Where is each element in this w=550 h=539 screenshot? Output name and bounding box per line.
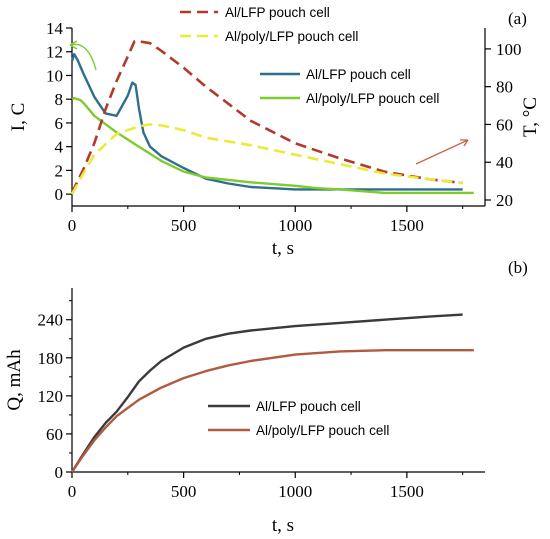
y2-tick-label: 20 xyxy=(496,191,513,210)
y-tick-label: 120 xyxy=(38,387,64,406)
x-tick-label: 0 xyxy=(68,482,77,501)
x-tick-label: 1000 xyxy=(278,216,312,235)
y-tick-label: 0 xyxy=(55,185,64,204)
legend-label-0: Al/LFP pouch cell xyxy=(306,67,411,82)
series-line-1 xyxy=(71,349,474,473)
panel-a-chart: 0 500 1000 1500 0 2 4 6 8 10 12 14 20 40 60 80 100 t, s I,… xyxy=(8,5,541,259)
y2-axis-label: T, °C xyxy=(520,97,541,137)
series-line-0 xyxy=(70,52,463,191)
legend-label-2: Al/LFP pouch cell xyxy=(225,5,330,20)
x-tick-label: 500 xyxy=(171,216,197,235)
y-tick-label: 12 xyxy=(46,43,63,62)
y-tick-label: 6 xyxy=(55,114,64,133)
x-tick-label: 1000 xyxy=(278,482,312,501)
panel-b-chart: 0 500 1000 1500 0 60 120 180 240 t, s Q, mAh (b) Al/… xyxy=(4,258,528,536)
x-axis-label: t, s xyxy=(272,238,294,259)
y2-tick-label: 80 xyxy=(496,78,513,97)
series-line-1 xyxy=(71,96,474,195)
x-tick-label: 500 xyxy=(171,482,197,501)
right-arrowhead xyxy=(460,139,469,147)
y2-tick-label: 40 xyxy=(496,153,513,172)
left-arrowhead xyxy=(69,40,78,50)
legend-label-1: Al/poly/LFP pouch cell xyxy=(306,91,439,106)
y-tick-label: 14 xyxy=(46,19,64,38)
y-tick-label: 180 xyxy=(38,349,64,368)
y-tick-label: 2 xyxy=(55,161,64,180)
right-pointing-arrow xyxy=(415,139,469,165)
y-tick-label: 4 xyxy=(55,138,64,157)
y-tick-label: 8 xyxy=(55,90,64,109)
x-axis-label: t, s xyxy=(272,515,294,536)
legend-label-1: Al/poly/LFP pouch cell xyxy=(256,423,389,438)
y-tick-label: 0 xyxy=(55,463,64,482)
panel-label: (a) xyxy=(508,9,527,28)
y-tick-label: 240 xyxy=(38,311,64,330)
x-tick-label: 1500 xyxy=(390,216,424,235)
panel-label: (b) xyxy=(508,258,528,277)
y-axis-label: Q, mAh xyxy=(4,349,25,411)
series-line-2 xyxy=(70,39,463,193)
y-tick-label: 10 xyxy=(46,66,63,85)
y2-tick-label: 60 xyxy=(496,115,513,134)
x-tick-label: 0 xyxy=(68,216,77,235)
legend-label-0: Al/LFP pouch cell xyxy=(256,399,361,414)
y-tick-label: 60 xyxy=(46,425,63,444)
y2-tick-label: 100 xyxy=(496,40,522,59)
series-line-3 xyxy=(70,123,463,195)
legend-label-3: Al/poly/LFP pouch cell xyxy=(225,29,358,44)
left-pointing-arrow xyxy=(69,43,97,71)
x-tick-label: 1500 xyxy=(390,482,424,501)
series-line-0 xyxy=(70,313,463,473)
y-axis-label: I, C xyxy=(8,103,29,132)
